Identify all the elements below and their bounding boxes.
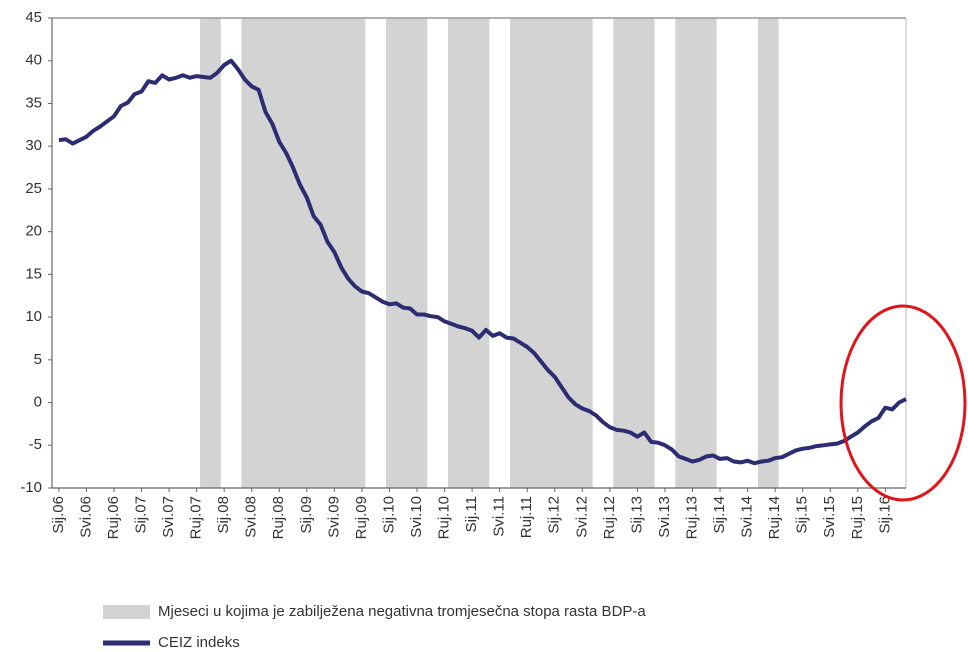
y-tick-label: 35 — [25, 94, 42, 111]
shaded-band — [448, 18, 490, 488]
shaded-band — [386, 18, 428, 488]
x-tick-label: Ruj.14 — [766, 496, 783, 539]
y-tick-label: 30 — [25, 137, 42, 154]
x-tick-label: Svi.11 — [491, 496, 508, 537]
x-tick-label: Sij.13 — [628, 496, 645, 534]
x-tick-label: Ruj.12 — [601, 496, 618, 539]
y-tick-label: 15 — [25, 265, 42, 282]
x-tick-label: Svi.12 — [573, 496, 590, 538]
highlight-ellipse — [839, 304, 967, 502]
y-tick-label: 0 — [34, 394, 42, 411]
legend-band-swatch — [103, 605, 150, 619]
x-tick-label: Ruj.06 — [105, 496, 122, 539]
y-tick-label: -10 — [20, 479, 42, 496]
x-tick-label: Sij.08 — [215, 496, 232, 534]
shaded-band — [613, 18, 655, 488]
x-tick-label: Svi.14 — [739, 496, 756, 538]
x-tick-label: Sij.14 — [711, 496, 728, 534]
x-tick-label: Svi.15 — [821, 496, 838, 538]
y-tick-label: 40 — [25, 52, 42, 69]
x-tick-label: Svi.13 — [656, 496, 673, 538]
x-tick-label: Ruj.08 — [270, 496, 287, 539]
x-tick-label: Sij.06 — [50, 496, 67, 534]
y-tick-label: 10 — [25, 308, 42, 325]
plot-layer: -10 -5 0 5 10 15 20 25 30 35 40 45 Sij.06 Svi.06 Ruj.0… — [20, 9, 907, 539]
x-tick-label: Sij.11 — [463, 496, 480, 532]
x-tick-label: Sij.16 — [876, 496, 893, 534]
x-tick-label: Sij.15 — [794, 496, 811, 534]
x-tick-label: Svi.06 — [77, 496, 94, 538]
y-tick-label: -5 — [29, 436, 42, 453]
x-tick-label: Ruj.07 — [188, 496, 205, 539]
legend-band-label: Mjeseci u kojima je zabilježena negativn… — [158, 603, 646, 620]
x-tick-label: Svi.10 — [408, 496, 425, 538]
bands-layer — [200, 18, 779, 488]
series-line — [58, 58, 907, 466]
x-tick-label: Ruj.13 — [683, 496, 700, 539]
x-tick-label: Ruj.09 — [353, 496, 370, 539]
x-tick-label: Ruj.11 — [518, 496, 535, 538]
y-tick-label: 20 — [25, 223, 42, 240]
x-tick-label: Svi.09 — [325, 496, 342, 538]
x-tick-label: Ruj.10 — [436, 496, 453, 539]
shaded-band — [675, 18, 717, 488]
shaded-band — [757, 18, 779, 488]
x-tick-label: Sij.10 — [380, 496, 397, 534]
legend-line-label: CEIZ indeks — [158, 634, 240, 651]
y-tick-label: 5 — [34, 351, 42, 368]
x-tick-label: Sij.12 — [546, 496, 563, 534]
x-tick-label: Svi.07 — [160, 496, 177, 538]
shaded-band — [200, 18, 221, 488]
x-tick-label: Sij.09 — [298, 496, 315, 534]
x-tick-label: Sij.07 — [133, 496, 150, 534]
x-tick-label: Ruj.15 — [849, 496, 866, 539]
shaded-band — [509, 18, 593, 488]
x-tick-label: Svi.08 — [243, 496, 260, 538]
y-tick-label: 25 — [25, 180, 42, 197]
y-tick-label: 45 — [25, 9, 42, 26]
